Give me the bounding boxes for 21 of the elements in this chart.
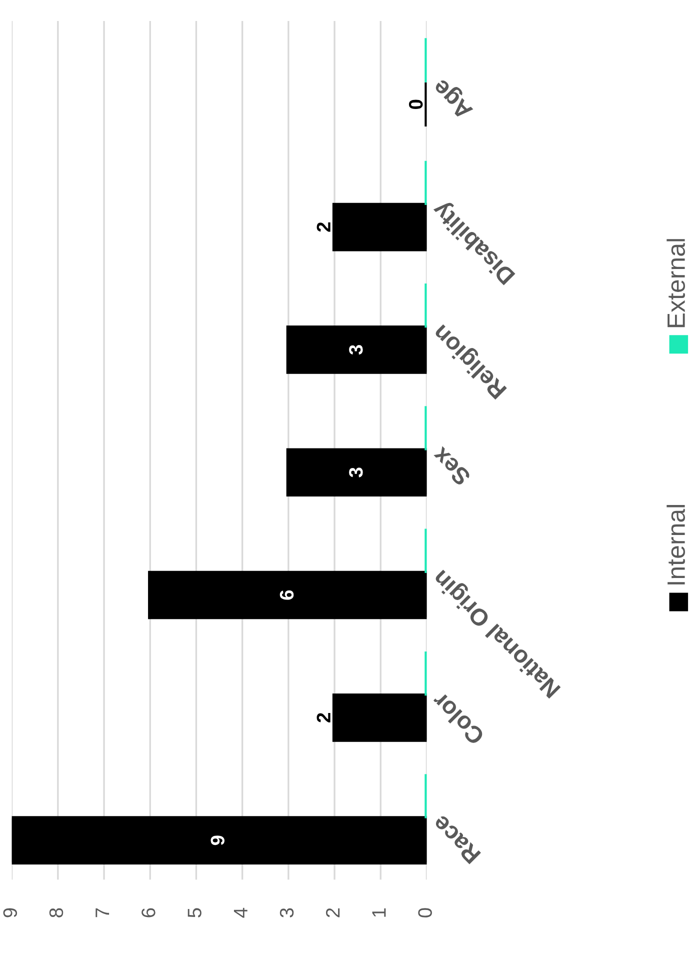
x-tick-label: 4 [234, 908, 248, 918]
data-label: 0 [408, 100, 423, 110]
x-tick-label: 6 [142, 908, 156, 918]
data-label: 3 [349, 468, 363, 478]
x-tick-label: 1 [372, 908, 386, 917]
data-label: 2 [316, 713, 330, 722]
x-tick-label: 2 [326, 908, 340, 918]
data-label: 3 [349, 345, 363, 355]
x-tick-label: 5 [188, 908, 202, 918]
x-tick-label: 9 [3, 908, 18, 918]
data-label: 9 [210, 836, 224, 846]
text: Internal [666, 504, 686, 584]
text: External [666, 239, 686, 328]
data-label: 6 [280, 590, 294, 600]
x-tick-label: 8 [49, 908, 64, 918]
y-tick-label: Age [431, 75, 477, 121]
x-tick-label: 0 [418, 908, 432, 918]
x-tick-label: 7 [96, 908, 110, 918]
data-label: 2 [316, 222, 330, 232]
y-tick-label: Sex [430, 446, 472, 487]
x-tick-label: 3 [280, 908, 294, 918]
